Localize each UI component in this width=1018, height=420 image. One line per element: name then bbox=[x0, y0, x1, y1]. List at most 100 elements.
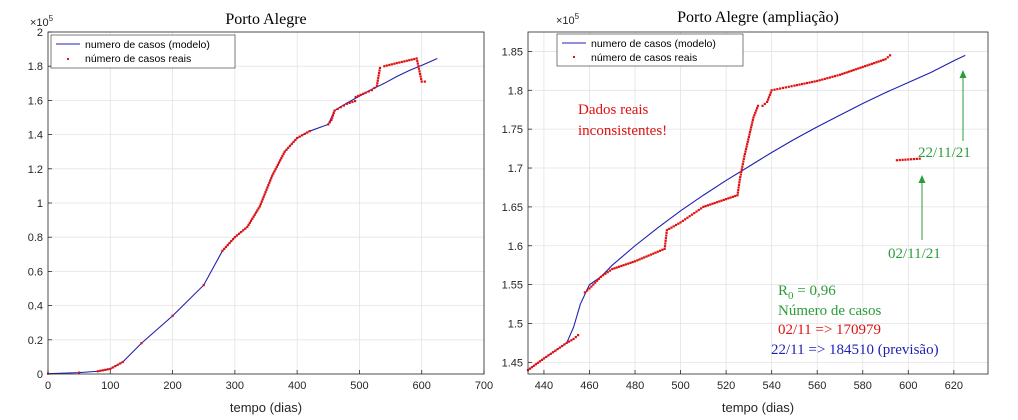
data-point-real bbox=[681, 219, 684, 222]
data-point-real bbox=[857, 67, 860, 70]
data-point-real bbox=[663, 245, 667, 248]
x-tick-label: 300 bbox=[226, 380, 244, 392]
x-axis-label: tempo (dias) bbox=[722, 400, 794, 415]
data-point-real bbox=[390, 63, 393, 66]
data-point-real bbox=[652, 252, 655, 255]
data-point-real bbox=[665, 229, 669, 232]
data-point-real bbox=[242, 229, 245, 232]
data-point-real bbox=[737, 186, 740, 189]
data-point-real bbox=[821, 78, 824, 81]
series-line-model bbox=[527, 54, 966, 371]
plot-area bbox=[528, 32, 988, 374]
data-point-real bbox=[739, 175, 742, 179]
data-point-real bbox=[367, 90, 370, 93]
data-point-real bbox=[104, 368, 107, 371]
data-point-real bbox=[699, 207, 703, 210]
data-point-real bbox=[744, 150, 747, 153]
data-point-real bbox=[740, 170, 743, 174]
data-point-real bbox=[736, 191, 739, 194]
arrow-head-0211 bbox=[918, 175, 926, 183]
data-point-real bbox=[727, 197, 730, 200]
data-point-real bbox=[572, 337, 575, 341]
data-point-real bbox=[377, 74, 380, 77]
data-point-real bbox=[567, 340, 571, 343]
data-point-real bbox=[763, 102, 766, 105]
data-point-real bbox=[755, 109, 758, 112]
data-point-real bbox=[803, 82, 806, 85]
data-point-real bbox=[665, 234, 668, 237]
data-point-real bbox=[741, 163, 744, 166]
data-point-real bbox=[910, 158, 913, 161]
legend-label-model: numero de casos (modelo) bbox=[85, 39, 210, 51]
data-point-real bbox=[140, 342, 143, 345]
data-point-real bbox=[303, 132, 306, 136]
data-point-real bbox=[377, 77, 380, 80]
legend-marker-real bbox=[573, 56, 575, 58]
data-point-real bbox=[285, 148, 288, 151]
data-point-real bbox=[290, 142, 293, 145]
legend-label-real: número de casos reais bbox=[591, 52, 697, 64]
data-point-real bbox=[259, 202, 262, 206]
data-point-real bbox=[583, 291, 587, 294]
chart-right: 440 460 480 500 520 540 560 580 600 620 1.451.51.… bbox=[502, 9, 989, 415]
legend-label-real: número de casos reais bbox=[85, 53, 191, 65]
data-point-real bbox=[784, 86, 787, 89]
annotation-inconsistent-1: Dados reais bbox=[578, 102, 649, 118]
data-point-real bbox=[770, 89, 773, 92]
x-tick-label: 400 bbox=[288, 380, 306, 392]
data-point-real bbox=[331, 114, 335, 117]
data-point-real bbox=[604, 272, 607, 275]
data-point-real bbox=[672, 225, 675, 228]
data-point-real bbox=[233, 236, 236, 239]
data-point-real bbox=[706, 204, 710, 207]
data-point-real bbox=[257, 207, 260, 210]
x-tick-label: 500 bbox=[671, 380, 689, 392]
data-point-real bbox=[850, 69, 853, 72]
data-point-real bbox=[690, 213, 694, 216]
data-point-real bbox=[276, 163, 279, 166]
data-point-real bbox=[633, 260, 637, 263]
data-point-real bbox=[613, 267, 616, 270]
data-point-real bbox=[536, 361, 540, 364]
data-point-real bbox=[111, 366, 114, 369]
data-point-real bbox=[743, 155, 746, 158]
data-point-real bbox=[378, 69, 381, 72]
data-point-real bbox=[744, 147, 748, 151]
data-point-real bbox=[594, 281, 597, 284]
data-point-real bbox=[528, 367, 532, 370]
data-point-real bbox=[258, 205, 261, 208]
data-point-real bbox=[750, 126, 753, 129]
plot-frame bbox=[527, 31, 989, 375]
grid bbox=[528, 32, 988, 374]
data-point-real bbox=[254, 211, 258, 214]
data-point-real bbox=[277, 161, 281, 164]
data-point-real bbox=[540, 358, 544, 362]
data-point-real bbox=[743, 152, 747, 156]
data-point-real bbox=[746, 143, 749, 146]
x-tick-label: 560 bbox=[808, 380, 826, 392]
data-point-real bbox=[769, 91, 772, 94]
data-point-real bbox=[854, 68, 858, 71]
data-point-real bbox=[287, 146, 290, 149]
data-point-real bbox=[722, 198, 725, 201]
data-point-real bbox=[781, 86, 785, 90]
data-point-real bbox=[237, 232, 241, 235]
y-tick-label: 2 bbox=[37, 27, 43, 39]
y-tick-label: 0.4 bbox=[28, 301, 43, 313]
data-point-real bbox=[918, 157, 921, 160]
legend-box bbox=[556, 33, 744, 67]
data-point-real bbox=[265, 188, 268, 191]
data-point-real bbox=[882, 58, 885, 62]
data-point-real bbox=[866, 64, 869, 67]
data-point-real bbox=[296, 136, 299, 140]
data-point-real bbox=[288, 144, 292, 147]
data-point-real bbox=[121, 360, 124, 364]
data-point-real bbox=[663, 247, 666, 250]
data-point-real bbox=[737, 183, 741, 186]
data-point-real bbox=[549, 352, 552, 355]
data-point-real bbox=[570, 339, 573, 342]
data-point-real bbox=[418, 70, 421, 73]
data-point-real bbox=[264, 191, 267, 194]
annotation-real-0211: 02/11 => 170979 bbox=[778, 322, 881, 338]
data-point-real bbox=[420, 80, 423, 83]
